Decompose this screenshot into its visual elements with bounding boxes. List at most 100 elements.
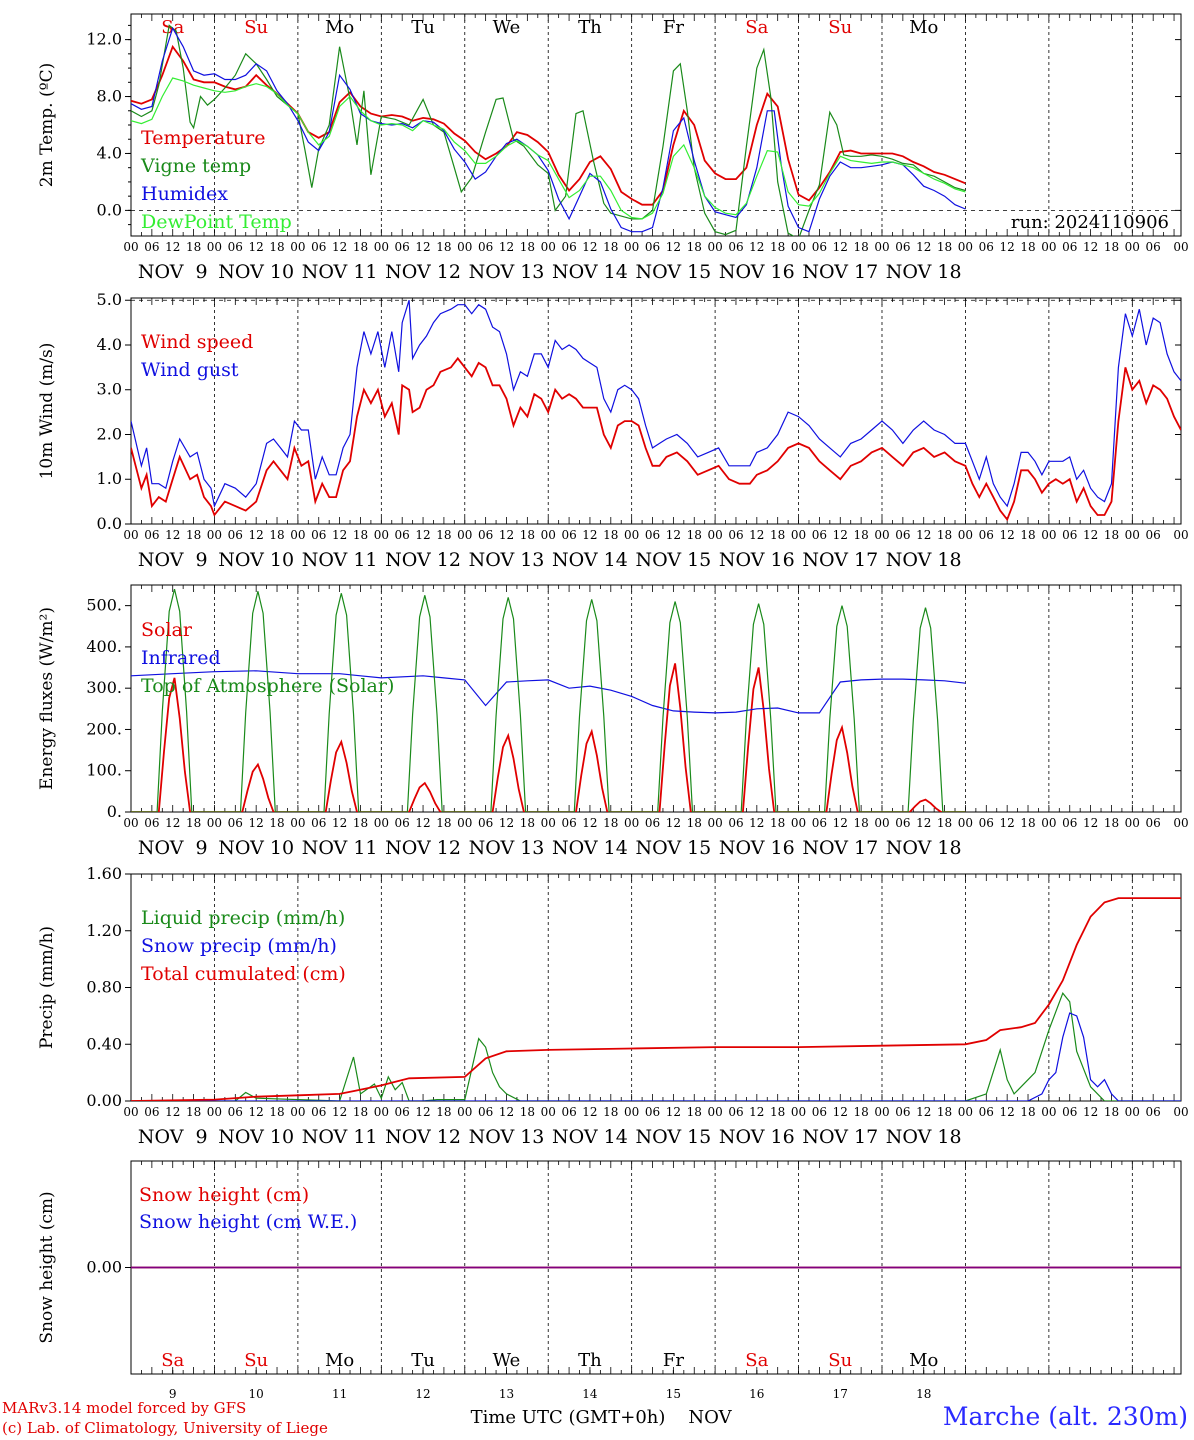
hour-tick-label: 18 [186,528,201,542]
weekday-label: Mo [909,1350,938,1371]
hour-tick-label: 06 [311,816,326,830]
y-tick-label: 4.0 [97,143,122,162]
legend-entry: Infrared [141,647,221,669]
date-label: NOV 9 [138,549,208,571]
hour-tick-label: 18 [520,528,535,542]
hour-tick-label: 18 [353,816,368,830]
weekday-label: Sa [745,17,768,38]
y-tick-label: 100. [86,761,122,780]
model-credit: MARv3.14 model forced by GFS [2,1399,247,1417]
hour-tick-label: 06 [478,528,493,542]
series-line-blue [131,300,1181,509]
y-tick-label: 200. [86,719,122,738]
legend-entry: Top of Atmosphere (Solar) [141,675,394,697]
hour-tick-label: 06 [645,240,660,254]
hour-tick-label: 06 [144,816,159,830]
hour-tick-label: 18 [186,1105,201,1119]
hour-tick-label: 12 [332,816,347,830]
hour-tick-label: 00 [457,240,472,254]
date-label: NOV 18 [886,1126,962,1148]
hour-tick-label: 12 [749,240,764,254]
hour-tick-label: 12 [1083,240,1098,254]
hour-tick-label: 06 [1146,1105,1161,1119]
y-axis-label: Snow height (cm) [37,1191,57,1343]
hour-tick-label: 18 [687,1105,702,1119]
date-label: NOV 18 [886,261,962,283]
date-label: NOV 13 [469,549,545,571]
hour-tick-label: 06 [1146,240,1161,254]
hour-tick-label: 18 [186,240,201,254]
hour-tick-label: 00 [1173,240,1188,254]
date-label: NOV 11 [302,549,378,571]
hour-tick-label: 00 [457,816,472,830]
hour-tick-label: 00 [123,816,138,830]
y-axis-label: 10m Wind (m/s) [37,343,57,480]
legend-entry: Total cumulated (cm) [141,963,346,985]
hour-tick-label: 18 [1104,1105,1119,1119]
hour-tick-label: 00 [1125,1105,1140,1119]
hour-tick-label: 18 [436,816,451,830]
series-line-green [131,24,966,236]
legend-entry: Snow precip (mm/h) [141,935,337,957]
station-title: Marche (alt. 230m) [942,1402,1188,1431]
series-line-green [131,992,1181,1101]
panel-frame [130,13,1182,237]
hour-tick-label: 00 [707,528,722,542]
hour-tick-label: 00 [541,816,556,830]
hour-tick-label: 12 [415,528,430,542]
y-tick-label: 3.0 [97,380,122,399]
hour-tick-label: 12 [666,240,681,254]
hour-tick-label: 18 [520,816,535,830]
day-number-label: 15 [666,1387,681,1401]
hour-tick-label: 18 [937,240,952,254]
hour-tick-label: 18 [937,1105,952,1119]
date-label: NOV 11 [302,837,378,859]
hour-tick-label: 00 [207,240,222,254]
hour-tick-label: 18 [353,528,368,542]
hour-tick-label: 00 [874,1105,889,1119]
y-tick-label: 0.0 [97,514,122,533]
hour-tick-label: 18 [853,816,868,830]
hour-tick-label: 00 [290,528,305,542]
hour-tick-label: 12 [1083,528,1098,542]
run-label: run: 2024110906 [1011,212,1169,233]
hour-tick-label: 00 [958,816,973,830]
weekday-label: We [493,1350,521,1371]
hour-tick-label: 18 [186,816,201,830]
hour-tick-label: 06 [561,816,576,830]
hour-tick-label: 18 [269,816,284,830]
date-label: NOV 17 [802,549,878,571]
hour-tick-label: 00 [207,1105,222,1119]
hour-tick-label: 06 [812,528,827,542]
y-tick-label: 4.0 [97,335,122,354]
hour-tick-label: 12 [1000,528,1015,542]
hour-tick-label: 00 [874,816,889,830]
series-group [131,24,966,236]
hour-tick-label: 06 [812,816,827,830]
hour-tick-label: 18 [853,1105,868,1119]
hour-tick-label: 12 [666,1105,681,1119]
weekday-label: Sa [161,1350,184,1371]
series-line-red [131,356,1181,522]
hour-tick-label: 06 [728,528,743,542]
hour-tick-label: 06 [895,816,910,830]
y-tick-label: 5.0 [97,290,122,309]
hour-tick-label: 00 [958,1105,973,1119]
series-line-lightgreen [131,77,966,220]
hour-tick-label: 06 [144,240,159,254]
legend-entry: Snow height (cm W.E.) [139,1211,357,1233]
hour-tick-label: 12 [833,816,848,830]
hour-tick-label: 06 [228,528,243,542]
hour-tick-label: 12 [916,240,931,254]
hour-tick-label: 06 [645,816,660,830]
hour-tick-label: 18 [770,816,785,830]
hour-tick-label: 18 [1020,240,1035,254]
date-label: NOV 16 [719,837,795,859]
hour-tick-label: 12 [1083,1105,1098,1119]
weekday-label: Su [828,17,852,38]
legend-entry: Wind speed [141,331,253,353]
y-tick-label: 12.0 [86,30,122,49]
panel-frame [130,297,1182,525]
x-axis-label: Time UTC (GMT+0h) [471,1407,666,1428]
